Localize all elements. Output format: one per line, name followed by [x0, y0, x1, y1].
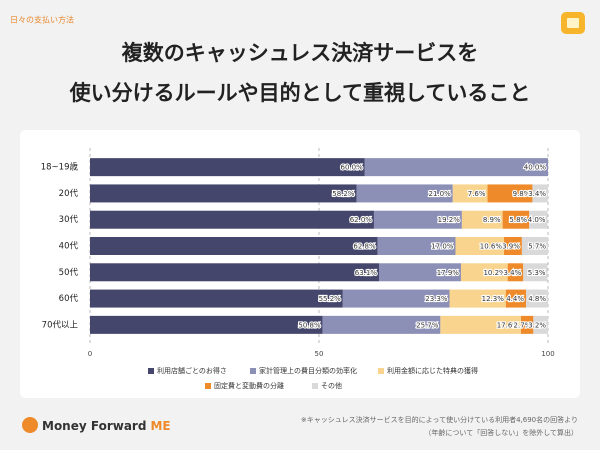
bar-segment [507, 263, 524, 282]
value-label: 25.7% [416, 321, 439, 329]
bar-segment [521, 237, 548, 255]
brand: Money Forward ME [42, 419, 171, 433]
bar-segment [377, 237, 456, 255]
bar-segment [460, 263, 508, 282]
x-tick-label: 50 [315, 350, 324, 358]
value-label: 2.7% [514, 321, 532, 329]
bar-segment [455, 237, 505, 255]
legend-swatch [378, 368, 384, 374]
value-label: 7.6% [468, 190, 486, 198]
bar-segment [532, 184, 548, 203]
legend-swatch [148, 368, 154, 374]
legend-label: 家計管理上の費目分類の効率化 [259, 366, 357, 375]
logo-mark [22, 417, 38, 433]
bar-segment [364, 158, 548, 177]
brand-name: Money Forward [42, 419, 146, 433]
value-label: 10.2% [483, 269, 506, 277]
value-label: 60.0% [341, 164, 364, 172]
value-label: 4.0% [528, 216, 546, 224]
value-label: 12.3% [482, 295, 505, 303]
bar-segment [90, 289, 343, 308]
value-label: 3.4% [528, 190, 546, 198]
value-label: 55.2% [319, 295, 342, 303]
y-tick-label: 20代 [59, 188, 79, 199]
bar-segment [90, 237, 378, 255]
bar-segment [90, 263, 379, 282]
bar-segment [90, 158, 365, 177]
note: （年齢について「回答しない」を除外して算出） [424, 428, 578, 437]
value-label: 3.4% [503, 269, 521, 277]
value-label: 3.9% [502, 243, 520, 251]
bar-segment [452, 184, 488, 203]
value-label: 4.4% [506, 295, 524, 303]
x-tick-label: 100 [541, 350, 554, 358]
bar-segment [373, 210, 462, 229]
brand-suffix: ME [150, 419, 170, 433]
bar-segment [529, 210, 548, 229]
value-label: 58.2% [332, 190, 355, 198]
value-label: 62.8% [353, 243, 376, 251]
legend-swatch [205, 383, 211, 389]
value-label: 21.0% [428, 190, 451, 198]
bar-segment [502, 210, 530, 229]
y-tick-label: 18~19歳 [41, 162, 79, 173]
value-label: 50.8% [298, 321, 321, 329]
value-label: 5.8% [509, 216, 527, 224]
y-tick-label: 30代 [59, 214, 79, 225]
value-label: 17.6% [497, 321, 520, 329]
value-label: 5.7% [528, 243, 546, 251]
value-label: 17.9% [437, 269, 460, 277]
value-label: 5.3% [528, 269, 546, 277]
value-label: 8.9% [483, 216, 501, 224]
legend-label: 利用金額に応じた特典の獲得 [387, 366, 478, 375]
note: ※キャッシュレス決済サービスを目的によって使い分けている利用者4,690名の回答… [301, 415, 578, 424]
bar-segment [90, 315, 323, 334]
y-tick-label: 60代 [59, 293, 79, 304]
value-label: 17.0% [431, 243, 454, 251]
value-label: 40.0% [524, 164, 547, 172]
bar-segment [449, 289, 506, 308]
value-label: 63.1% [355, 269, 378, 277]
bar-segment [526, 289, 548, 308]
bar-segment [90, 210, 374, 229]
value-label: 10.6% [480, 243, 503, 251]
icon-inner [567, 18, 579, 28]
bar-segment [322, 315, 441, 334]
bar-segment [533, 315, 548, 334]
bar-segment [523, 263, 548, 282]
bar-segment [440, 315, 521, 334]
legend-label: 固定費と変動費の分離 [214, 381, 284, 390]
value-label: 3.2% [528, 321, 546, 329]
y-tick-label: 70代以上 [42, 319, 79, 330]
bar-segment [504, 237, 522, 255]
value-label: 23.3% [425, 295, 448, 303]
bar-segment [505, 289, 527, 308]
bar-segment [520, 315, 534, 334]
legend-label: 利用店舗ごとのお得さ [157, 366, 227, 375]
title: 複数のキャッシュレス決済サービスを [121, 41, 479, 65]
bar-segment [356, 184, 453, 203]
title: 使い分けるルールや目的として重視していること [69, 81, 531, 105]
y-tick-label: 50代 [59, 267, 79, 278]
tag: 日々の支払い方法 [10, 15, 74, 25]
bar-segment [90, 184, 357, 203]
value-label: 4.8% [528, 295, 546, 303]
plot: 0 50 100 18~19歳 60.0% 40.0% 20代 58.2% 21.0% 7.6% 9… [41, 148, 555, 390]
bar-segment [342, 289, 450, 308]
legend-swatch [250, 368, 256, 374]
bar-segment [461, 210, 503, 229]
value-label: 62.0% [350, 216, 373, 224]
legend-swatch [312, 383, 318, 389]
value-label: 9.8% [513, 190, 531, 198]
y-tick-label: 40代 [59, 241, 79, 252]
bar-segment [378, 263, 461, 282]
bar-segment [487, 184, 533, 203]
value-label: 19.2% [438, 216, 461, 224]
legend-label: その他 [321, 381, 342, 390]
x-tick-label: 0 [88, 350, 92, 358]
